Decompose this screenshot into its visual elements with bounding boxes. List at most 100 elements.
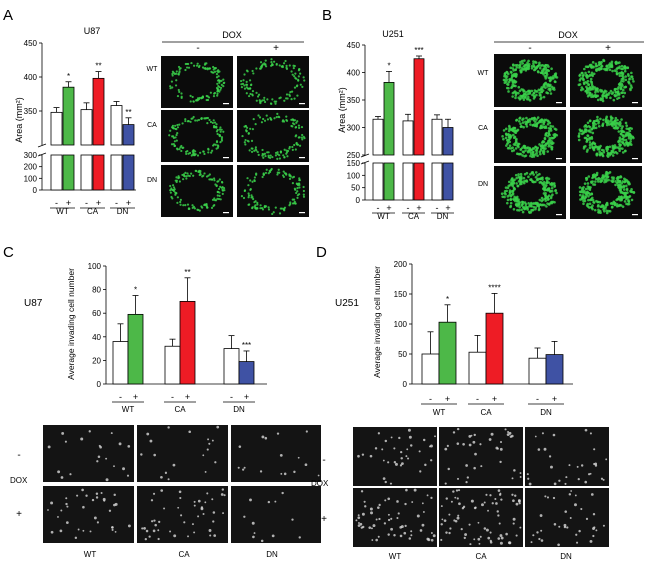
cell-dot (213, 121, 217, 124)
cell-dot (179, 496, 182, 500)
cell-dot (473, 506, 477, 510)
cell-dot (174, 127, 177, 131)
cell-dot (93, 516, 97, 520)
panel-a-sub-label: - (85, 198, 88, 208)
panel-a-spheroid-images (161, 56, 309, 217)
panel-a-bar (50, 111, 63, 146)
cell-dot (523, 59, 526, 62)
cell-dot (296, 94, 299, 97)
image-background (439, 427, 523, 486)
panel-d-image-wt-plus (353, 488, 437, 547)
cell-dot (250, 139, 254, 142)
cell-dot (591, 196, 594, 200)
cell-dot (631, 77, 634, 81)
panel-d-ytick-label: 150 (394, 290, 408, 299)
cell-dot (216, 180, 219, 183)
panel-b-grid-plus: + (605, 43, 611, 54)
cell-dot (283, 472, 287, 476)
cell-dot (219, 126, 222, 129)
cell-dot (616, 118, 619, 122)
cell-dot (271, 155, 274, 159)
cell-dot (211, 121, 214, 124)
cell-dot (521, 96, 525, 100)
cell-dot (271, 63, 274, 66)
cell-dot (590, 192, 594, 196)
cell-dot (580, 464, 584, 467)
cell-dot (595, 529, 598, 532)
cell-dot (548, 79, 552, 82)
cell-dot (211, 149, 214, 152)
cell-dot (263, 99, 266, 102)
cell-dot (585, 73, 589, 77)
cell-dot (360, 490, 364, 493)
cell-dot (512, 84, 516, 88)
panel-b-ytick-label: 450 (347, 41, 361, 50)
cell-dot (196, 208, 199, 211)
cell-dot (191, 523, 194, 526)
cell-dot (397, 512, 400, 515)
cell-dot (581, 74, 585, 78)
cell-dot (195, 64, 199, 67)
cell-dot (468, 523, 471, 526)
panel-d-ytick-label: 200 (394, 260, 408, 269)
cell-dot (358, 522, 360, 524)
cell-dot (620, 118, 623, 121)
cell-dot (470, 434, 473, 437)
cell-dot (243, 141, 246, 144)
cell-dot (274, 206, 277, 209)
cell-dot (541, 432, 544, 435)
cell-dot (490, 432, 494, 436)
cell-dot (522, 125, 525, 129)
cell-dot (516, 128, 520, 132)
panel-d-bar (485, 312, 504, 385)
cell-dot (254, 146, 257, 149)
cell-dot (384, 499, 387, 502)
cell-dot (290, 98, 293, 101)
cell-dot (369, 454, 373, 458)
cell-dot (546, 496, 550, 499)
cell-dot (196, 62, 199, 65)
panel-d-invasion-images (353, 427, 609, 547)
cell-dot (500, 498, 503, 501)
cell-dot (511, 493, 514, 496)
cell-dot (357, 514, 360, 517)
cell-dot (600, 179, 604, 182)
cell-dot (499, 492, 502, 495)
cell-dot (85, 494, 88, 497)
cell-dot (619, 147, 623, 150)
cell-dot (105, 478, 109, 482)
cell-dot (618, 124, 622, 127)
cell-dot (596, 118, 599, 121)
cell-dot (262, 172, 265, 175)
cell-dot (193, 207, 196, 210)
cell-dot (222, 130, 225, 133)
cell-dot (170, 143, 174, 146)
cell-dot (543, 118, 546, 122)
cell-dot (468, 443, 472, 447)
cell-dot (494, 498, 497, 501)
cell-dot (213, 179, 216, 182)
cell-dot (448, 531, 451, 535)
cell-dot (526, 120, 529, 123)
panel-b-row-wt: WT (478, 70, 490, 77)
cell-dot (574, 503, 577, 507)
cell-dot (114, 530, 117, 533)
cell-dot (276, 171, 279, 174)
cell-dot (602, 524, 605, 527)
cell-dot (598, 200, 602, 204)
cell-dot (248, 203, 251, 206)
cell-dot (538, 120, 541, 124)
cell-dot (508, 140, 512, 144)
cell-dot (278, 212, 282, 215)
cell-dot (588, 141, 592, 144)
cell-dot (282, 175, 285, 179)
cell-dot (111, 526, 114, 529)
panel-b-row-ca: CA (478, 125, 488, 132)
panel-b-sub-label: - (377, 203, 380, 213)
cell-dot (511, 177, 514, 180)
cell-dot (61, 432, 65, 435)
cell-dot (546, 83, 550, 86)
cell-dot (608, 120, 612, 123)
cell-dot (495, 446, 499, 450)
cell-dot (299, 83, 302, 86)
